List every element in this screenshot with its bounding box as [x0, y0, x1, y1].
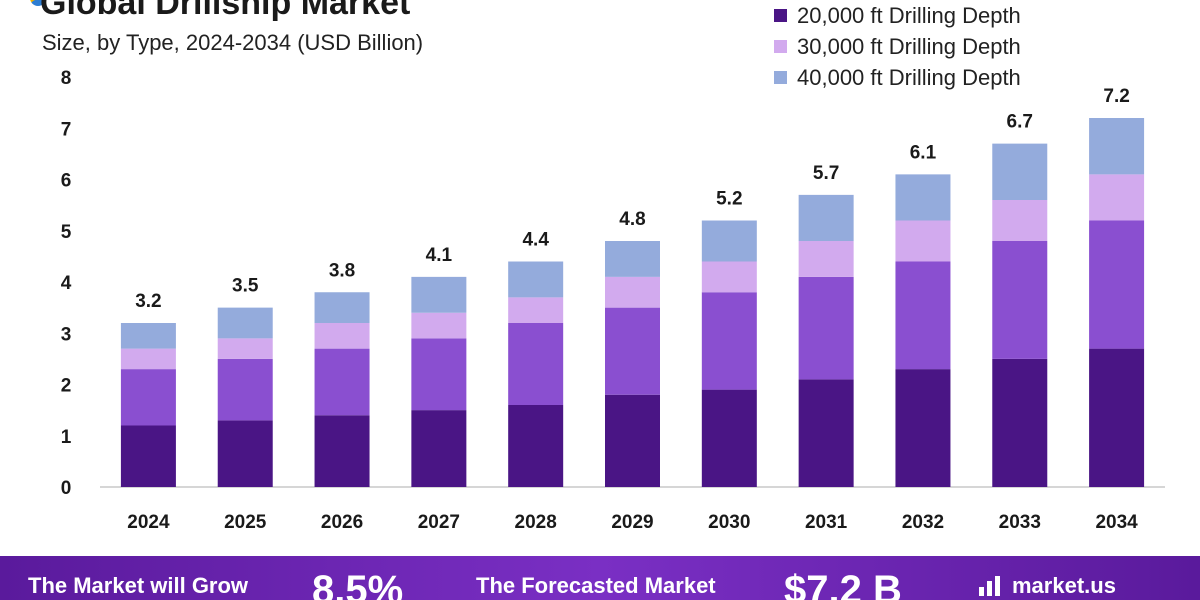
x-tick-label: 2032 [902, 512, 944, 533]
bar-total-label: 6.1 [910, 142, 937, 163]
y-tick-label: 0 [61, 478, 72, 499]
bar-segment [411, 410, 467, 487]
legend-item: 20,000 ft Drilling Depth [774, 0, 1021, 31]
chart-subtitle: Size, by Type, 2024-2034 (USD Billion) [42, 30, 424, 55]
legend-swatch [774, 9, 787, 22]
legend: 20,000 ft Drilling Depth 30,000 ft Drill… [774, 0, 1021, 93]
bar-segment [895, 261, 951, 370]
grow-label: The Market will Grow [28, 573, 249, 598]
bar-segment [605, 276, 660, 308]
bar-segment [605, 394, 660, 487]
y-tick-label: 8 [61, 68, 72, 89]
bar-total-label: 6.7 [1007, 112, 1033, 133]
legend-item: 40,000 ft Drilling Depth [774, 62, 1021, 93]
bar-segment [314, 323, 370, 349]
bar-segment [798, 276, 854, 380]
bar-segment [411, 338, 467, 411]
bar-segment [314, 348, 370, 416]
x-tick-label: 2029 [611, 512, 653, 533]
bar-segment [992, 143, 1048, 200]
bar-segment [605, 241, 660, 277]
bar-segment [1089, 348, 1145, 487]
bar-segment [508, 261, 564, 298]
y-tick-label: 5 [61, 222, 72, 243]
bar-total-label: 7.2 [1103, 86, 1129, 107]
legend-label: 40,000 ft Drilling Depth [797, 64, 1021, 90]
bar-total-label: 4.8 [619, 209, 645, 230]
bar-total-label: 5.2 [716, 189, 742, 210]
stacked-bar-chart: 0 1 2 3 4 5 6 7 8 3.2 2024 3.5 2025 3.8 2026 4.1 2027 4.4… [61, 68, 1165, 533]
brand-logo-icon [30, 0, 46, 6]
bar-segment [701, 389, 757, 487]
legend-swatch [774, 40, 787, 53]
y-tick-label: 4 [61, 273, 72, 294]
bar-segment [411, 276, 467, 313]
bar-segment [314, 415, 370, 487]
bar-segment [992, 358, 1048, 487]
bar-total-label: 4.4 [522, 230, 549, 251]
x-tick-label: 2024 [127, 512, 170, 533]
bar-segment [508, 323, 564, 405]
x-tick-label: 2034 [1095, 512, 1138, 533]
y-tick-label: 1 [61, 427, 72, 448]
bar-segment [411, 312, 467, 339]
bar-segment [701, 292, 757, 390]
x-tick-label: 2027 [418, 512, 460, 533]
legend-label: 20,000 ft Drilling Depth [797, 2, 1021, 28]
bar-total-label: 3.2 [135, 291, 161, 312]
x-tick-label: 2031 [805, 512, 848, 533]
x-tick-label: 2033 [999, 512, 1041, 533]
bar-segment [895, 369, 951, 487]
chart-title: Global Drillship Market [40, 0, 411, 22]
cagr-value: 8.5% [312, 568, 404, 600]
signal-bars-icon [979, 576, 1000, 596]
legend-label: 30,000 ft Drilling Depth [797, 33, 1021, 59]
bar-segment [217, 338, 273, 359]
bar-segment [701, 261, 757, 293]
footer-banner: The Market will Grow 8.5% The Forecasted… [0, 556, 1200, 600]
bar-total-label: 3.5 [232, 276, 259, 297]
bar-total-label: 3.8 [329, 260, 355, 281]
legend-swatch [774, 71, 787, 84]
forecast-value: $7.2 B [784, 568, 902, 600]
bar-segment [217, 307, 273, 339]
bar-segment [314, 292, 370, 323]
legend-item: 30,000 ft Drilling Depth [774, 31, 1021, 62]
bar-segment [701, 220, 757, 262]
bar-segment [992, 241, 1048, 359]
bar-segment [798, 379, 854, 487]
bar-segment [120, 348, 176, 370]
x-tick-label: 2026 [321, 512, 363, 533]
brand-name: market.us [1012, 573, 1116, 598]
bar-segment [895, 174, 951, 221]
bar-segment [1089, 118, 1145, 175]
bar-segment [1089, 220, 1145, 349]
x-tick-label: 2028 [515, 512, 557, 533]
bar-segment [798, 194, 854, 241]
bar-total-label: 4.1 [426, 245, 453, 266]
bar-segment [217, 420, 273, 487]
bar-segment [508, 297, 564, 323]
bar-segment [217, 358, 273, 421]
bar-segment [798, 241, 854, 277]
x-tick-label: 2030 [708, 512, 750, 533]
y-tick-label: 6 [61, 171, 72, 192]
x-tick-label: 2025 [224, 512, 267, 533]
bar-segment [605, 307, 660, 395]
y-tick-label: 7 [61, 119, 72, 140]
bar-segment [992, 200, 1048, 241]
bar-segment [120, 369, 176, 426]
bar-segment [1089, 174, 1145, 221]
forecast-label: The Forecasted Market [476, 573, 716, 598]
bar-segment [120, 323, 176, 349]
bar-segment [508, 405, 564, 487]
bar-segment [120, 425, 176, 487]
bar-segment [895, 220, 951, 262]
y-tick-label: 2 [61, 376, 72, 397]
y-tick-label: 3 [61, 324, 72, 345]
bar-total-label: 5.7 [813, 163, 839, 184]
